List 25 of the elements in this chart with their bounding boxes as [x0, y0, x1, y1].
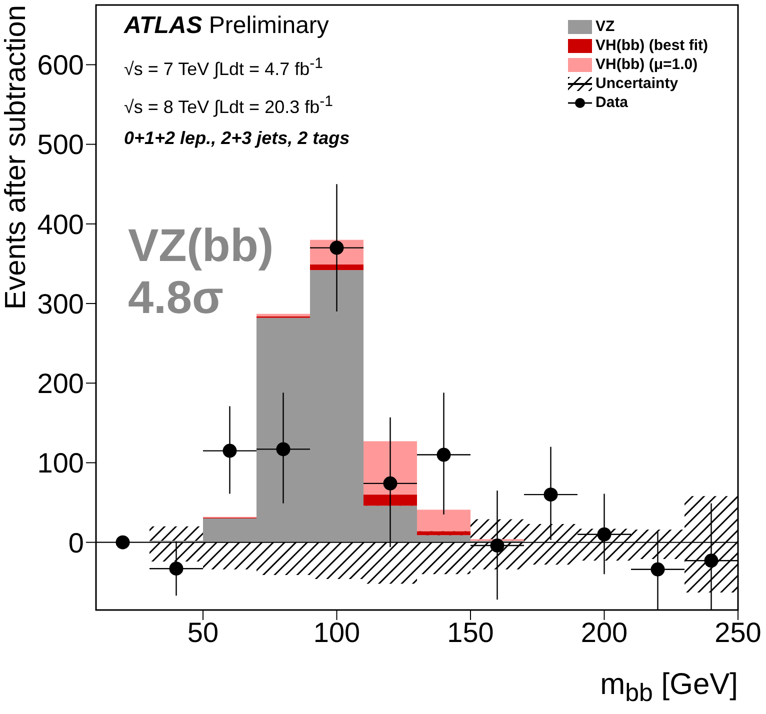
x-axis-title: m$_{bb}$ [GeV] [600, 668, 738, 707]
annotation: 4.8σ [128, 271, 224, 323]
x-tick-label: 150 [447, 616, 494, 648]
annotation: √s = 8 TeV ∫Ldt = 20.3 fb$^{-1}$ [124, 93, 333, 117]
x-tick-label: 200 [580, 616, 628, 648]
legend-label: VZ [596, 18, 615, 35]
y-tick-label: 100 [37, 448, 84, 479]
y-tick-label: 0 [68, 527, 84, 558]
legend-label: Data [596, 94, 628, 111]
y-tick-label: 200 [37, 368, 84, 400]
x-tick-label: 100 [313, 616, 360, 648]
y-tick-label: 300 [37, 288, 84, 320]
y-tick-label: 400 [37, 208, 84, 240]
annotation: VZ(bb) [128, 219, 274, 271]
legend-label: VH(bb) (best fit) [596, 37, 708, 54]
y-axis-title: Events after subtraction [0, 5, 32, 310]
x-tick-label: 250 [714, 616, 762, 648]
annotation: 0+1+2 lep., 2+3 jets, 2 tags [124, 128, 350, 148]
legend-label: VH(bb) (μ=1.0) [596, 56, 698, 73]
legend-label: Uncertainty [596, 75, 678, 92]
annotation: √s = 7 TeV ∫Ldt = 4.7 fb$^{-1}$ [124, 55, 323, 79]
y-tick-label: 600 [37, 50, 84, 81]
x-tick-label: 50 [187, 616, 219, 648]
y-tick-label: 500 [37, 129, 84, 160]
annotation: ATLAS Preliminary [124, 12, 329, 40]
